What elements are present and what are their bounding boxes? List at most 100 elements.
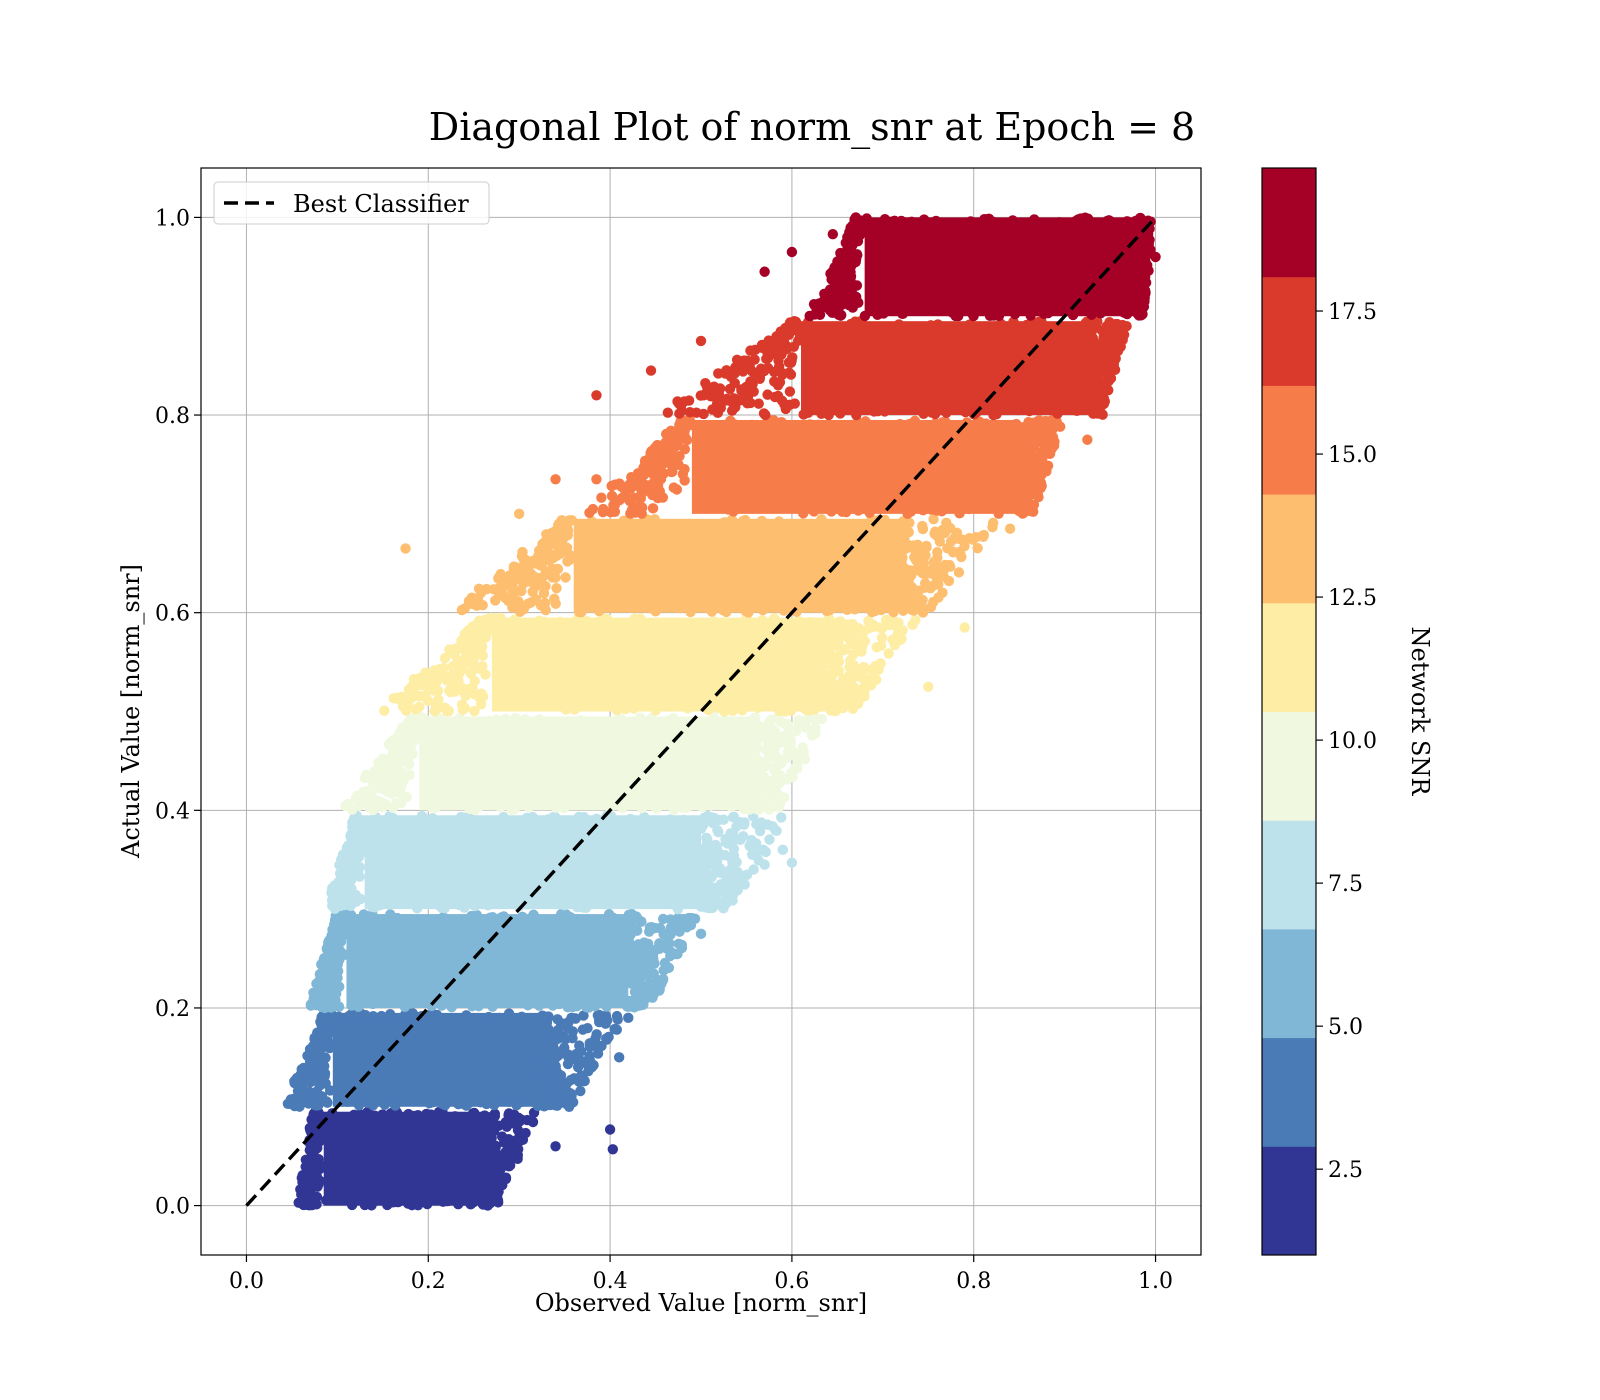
scatter-point bbox=[310, 1051, 322, 1062]
scatter-point bbox=[310, 1193, 321, 1205]
scatter-point bbox=[343, 1011, 354, 1022]
scatter-point bbox=[851, 280, 863, 291]
scatter-point bbox=[956, 404, 967, 415]
scatter-point bbox=[591, 813, 602, 824]
scatter-point bbox=[908, 605, 919, 616]
scatter-point bbox=[422, 670, 433, 682]
scatter-point bbox=[628, 703, 640, 714]
scatter-point bbox=[695, 390, 706, 401]
scatter-point bbox=[968, 217, 980, 229]
scatter-point bbox=[979, 321, 991, 333]
scatter-point bbox=[785, 734, 796, 746]
scatter-point bbox=[551, 550, 563, 561]
scatter-point bbox=[748, 602, 759, 613]
y-tick-label: 1.0 bbox=[155, 206, 190, 231]
scatter-point bbox=[580, 716, 592, 728]
scatter-point bbox=[488, 1099, 500, 1111]
scatter-point bbox=[698, 408, 709, 420]
scatter-point bbox=[635, 613, 646, 624]
scatter-point bbox=[608, 912, 619, 924]
scatter-point bbox=[833, 406, 845, 417]
scatter-point bbox=[328, 966, 340, 977]
scatter-point bbox=[746, 419, 758, 431]
scatter-outlier-point bbox=[613, 1052, 625, 1063]
scatter-point bbox=[708, 846, 719, 858]
scatter-point bbox=[384, 1009, 396, 1020]
scatter-point bbox=[803, 407, 814, 418]
scatter-point bbox=[798, 749, 809, 761]
scatter-point bbox=[742, 398, 753, 409]
scatter-point bbox=[368, 899, 380, 911]
scatter-point bbox=[609, 1023, 620, 1035]
scatter-point bbox=[468, 624, 479, 636]
scatter-point bbox=[784, 704, 795, 716]
scatter-point bbox=[1013, 505, 1024, 516]
y-tick-label: 0.6 bbox=[155, 602, 190, 627]
scatter-point bbox=[519, 577, 530, 588]
scatter-point bbox=[791, 761, 803, 772]
scatter-point bbox=[745, 380, 756, 391]
scatter-point bbox=[664, 814, 676, 825]
scatter-point bbox=[512, 1137, 524, 1148]
scatter-point bbox=[979, 213, 990, 225]
scatter-point bbox=[640, 464, 652, 476]
scatter-point bbox=[871, 642, 882, 653]
scatter-point bbox=[859, 310, 871, 322]
scatter-point bbox=[446, 1001, 457, 1013]
scatter-point bbox=[850, 256, 861, 268]
scatter-point bbox=[459, 687, 470, 699]
scatter-point bbox=[859, 687, 870, 699]
scatter-point bbox=[668, 804, 680, 816]
scatter-point bbox=[825, 602, 836, 613]
scatter-point bbox=[823, 683, 835, 694]
scatter-point bbox=[736, 705, 748, 716]
scatter-point bbox=[1022, 404, 1033, 415]
scatter-point bbox=[478, 1182, 490, 1193]
scatter-point bbox=[1102, 376, 1113, 387]
scatter-point bbox=[509, 804, 520, 815]
scatter-point bbox=[326, 930, 337, 941]
scatter-point bbox=[908, 217, 920, 229]
scatter-point bbox=[874, 622, 885, 633]
scatter-point bbox=[345, 909, 357, 921]
scatter-point bbox=[812, 617, 823, 628]
scatter-point bbox=[991, 408, 1002, 420]
scatter-point bbox=[836, 506, 848, 517]
scatter-point bbox=[1011, 418, 1022, 430]
scatter-point bbox=[428, 685, 440, 696]
scatter-point bbox=[567, 1001, 578, 1013]
scatter-point bbox=[592, 1048, 604, 1059]
scatter-band-core bbox=[332, 1012, 547, 1107]
scatter-point bbox=[491, 1189, 503, 1201]
scatter-point bbox=[915, 549, 926, 561]
colorbar-segment bbox=[1262, 928, 1316, 1039]
scatter-outlier-point bbox=[923, 681, 934, 692]
scatter-point bbox=[654, 943, 665, 954]
scatter-point bbox=[477, 661, 488, 672]
scatter-point bbox=[514, 606, 526, 617]
scatter-point bbox=[348, 1109, 360, 1121]
scatter-point bbox=[498, 1137, 510, 1148]
scatter-point bbox=[806, 730, 818, 741]
scatter-point bbox=[993, 508, 1004, 519]
scatter-point bbox=[454, 899, 465, 911]
scatter-point bbox=[805, 617, 816, 628]
scatter-point bbox=[484, 912, 496, 923]
colorbar-segment bbox=[1262, 276, 1316, 386]
colorbar-tick-label: 2.5 bbox=[1328, 1158, 1363, 1183]
scatter-point bbox=[601, 613, 613, 625]
scatter-point bbox=[554, 616, 566, 628]
scatter-point bbox=[899, 591, 910, 603]
scatter-point bbox=[449, 649, 460, 660]
scatter-point bbox=[739, 879, 750, 890]
scatter-outlier-point bbox=[623, 1012, 634, 1024]
scatter-point bbox=[464, 803, 475, 815]
scatter-point bbox=[768, 341, 779, 353]
scatter-point bbox=[836, 309, 847, 321]
scatter-point bbox=[826, 650, 837, 662]
scatter-point bbox=[390, 1100, 401, 1111]
scatter-point bbox=[776, 812, 787, 823]
scatter-point bbox=[323, 996, 334, 1008]
scatter-point bbox=[745, 345, 756, 356]
scatter-point bbox=[494, 1173, 506, 1184]
